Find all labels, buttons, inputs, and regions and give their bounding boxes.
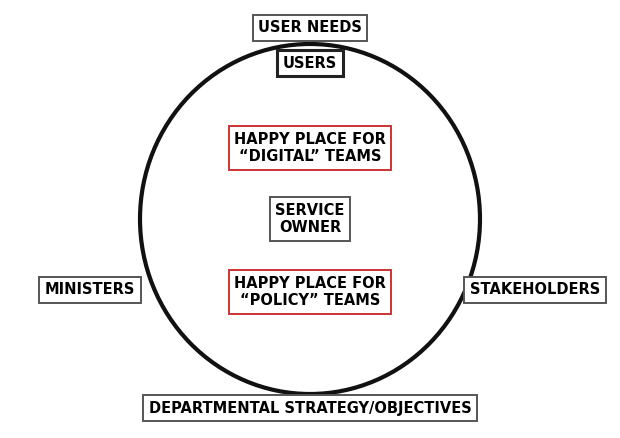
Text: MINISTERS: MINISTERS	[45, 283, 135, 297]
Text: DEPARTMENTAL STRATEGY/OBJECTIVES: DEPARTMENTAL STRATEGY/OBJECTIVES	[149, 400, 471, 416]
Text: SERVICE
OWNER: SERVICE OWNER	[275, 203, 345, 235]
Text: USER NEEDS: USER NEEDS	[258, 21, 362, 35]
Text: STAKEHOLDERS: STAKEHOLDERS	[470, 283, 600, 297]
Text: HAPPY PLACE FOR
“POLICY” TEAMS: HAPPY PLACE FOR “POLICY” TEAMS	[234, 276, 386, 308]
Text: USERS: USERS	[283, 56, 337, 71]
Text: HAPPY PLACE FOR
“DIGITAL” TEAMS: HAPPY PLACE FOR “DIGITAL” TEAMS	[234, 132, 386, 164]
